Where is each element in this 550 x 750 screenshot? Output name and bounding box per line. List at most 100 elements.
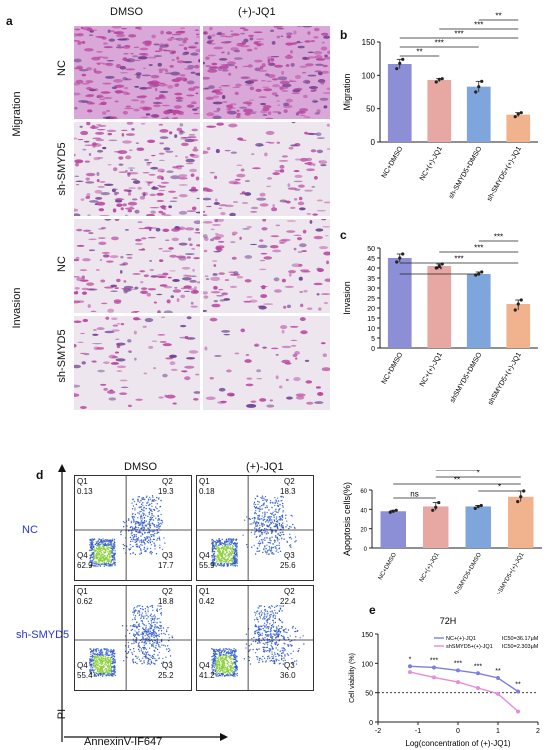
flow-event — [156, 634, 158, 636]
cell-blob — [162, 343, 172, 347]
cell-blob — [213, 110, 219, 113]
flow-event — [159, 539, 161, 541]
flow-event — [256, 522, 258, 524]
flow-event — [96, 548, 99, 550]
flow-event — [135, 539, 137, 541]
cell-blob — [80, 130, 89, 136]
flow-event — [229, 540, 231, 542]
flow-event — [273, 652, 276, 654]
flow-event — [265, 616, 268, 618]
flow-event — [168, 634, 170, 636]
flow-event — [269, 640, 271, 642]
flow-event — [218, 559, 221, 561]
cell-blob — [151, 154, 156, 157]
flow-event — [276, 523, 278, 526]
cell-blob — [279, 164, 285, 169]
cell-blob — [102, 82, 112, 85]
flow-event — [249, 518, 251, 521]
cell-blob — [163, 310, 173, 313]
flow-event — [105, 652, 107, 655]
flow-event — [263, 648, 265, 651]
flow-event — [217, 663, 220, 666]
cell-blob — [127, 288, 137, 290]
cell-blob — [272, 249, 282, 253]
flow-event — [159, 624, 161, 627]
flow-event — [257, 621, 260, 623]
cell-blob — [146, 292, 152, 297]
cell-blob — [290, 50, 293, 54]
category-label: sh-SMYD5+(+)-JQ1 — [486, 145, 523, 202]
flow-event — [223, 651, 225, 653]
flow-event — [222, 565, 225, 567]
cell-blob — [135, 26, 140, 29]
cell-blob — [159, 47, 163, 52]
flow-event — [223, 670, 225, 672]
flow-event — [230, 543, 232, 546]
flow-event — [303, 643, 305, 645]
flow-event — [227, 669, 230, 672]
cell-blob — [167, 38, 173, 42]
cell-blob — [165, 357, 174, 360]
flow-event — [287, 644, 289, 646]
cell-blob — [118, 171, 128, 173]
flow-event — [261, 515, 263, 517]
cell-blob — [153, 104, 161, 108]
flow-event — [141, 612, 144, 614]
flow-event — [231, 658, 233, 660]
cell-blob — [259, 259, 266, 262]
cell-blob — [135, 243, 143, 245]
flow-event — [259, 526, 261, 529]
cell-blob — [118, 156, 124, 160]
flow-event — [149, 658, 151, 661]
cell-blob — [116, 322, 121, 325]
flow-event — [217, 564, 219, 566]
flow-event — [143, 517, 145, 519]
flow-event — [154, 548, 156, 550]
flow-event — [264, 550, 267, 552]
cell-blob — [245, 102, 253, 105]
cell-blob — [111, 26, 122, 29]
flow-event — [153, 614, 156, 616]
flow-event — [236, 545, 238, 547]
cell-blob — [119, 392, 128, 395]
flow-event — [163, 537, 165, 539]
flow-event — [123, 547, 125, 550]
cell-blob — [158, 189, 166, 192]
y-tick-label: 150 — [362, 38, 376, 47]
flow-event — [222, 663, 224, 665]
flow-event — [251, 523, 253, 525]
flow-event — [100, 539, 103, 541]
flow-event — [126, 652, 128, 655]
flow-event — [141, 631, 144, 633]
cell-blob — [278, 160, 289, 162]
y-tick-label: 30 — [367, 286, 375, 293]
flow-event — [279, 535, 282, 537]
cell-blob — [128, 34, 137, 38]
flow-event — [234, 675, 236, 677]
flow-event — [93, 548, 96, 550]
panel-d-row-shsmyd5: sh-SMYD5 — [16, 629, 70, 641]
cell-blob — [95, 269, 100, 271]
flow-event — [274, 510, 276, 513]
cell-blob — [260, 294, 268, 299]
flow-event — [134, 509, 136, 511]
cell-blob — [209, 26, 213, 31]
flow-event — [90, 545, 92, 548]
flow-event — [270, 632, 272, 635]
flow-event — [168, 637, 171, 639]
flow-event — [105, 668, 108, 670]
cell-blob — [146, 162, 153, 164]
flow-event — [260, 628, 262, 631]
cell-blob — [175, 165, 185, 168]
flow-event — [228, 551, 230, 553]
flow-event — [144, 607, 147, 610]
flow-event — [127, 518, 130, 520]
cell-blob — [180, 142, 189, 147]
flow-event — [229, 664, 231, 666]
flow-event — [147, 542, 149, 544]
flow-event — [130, 520, 133, 523]
flow-event — [235, 550, 238, 553]
quadrant-label-q2v: 18.8 — [158, 597, 174, 606]
cell-blob — [123, 53, 129, 55]
flow-event — [105, 557, 108, 560]
